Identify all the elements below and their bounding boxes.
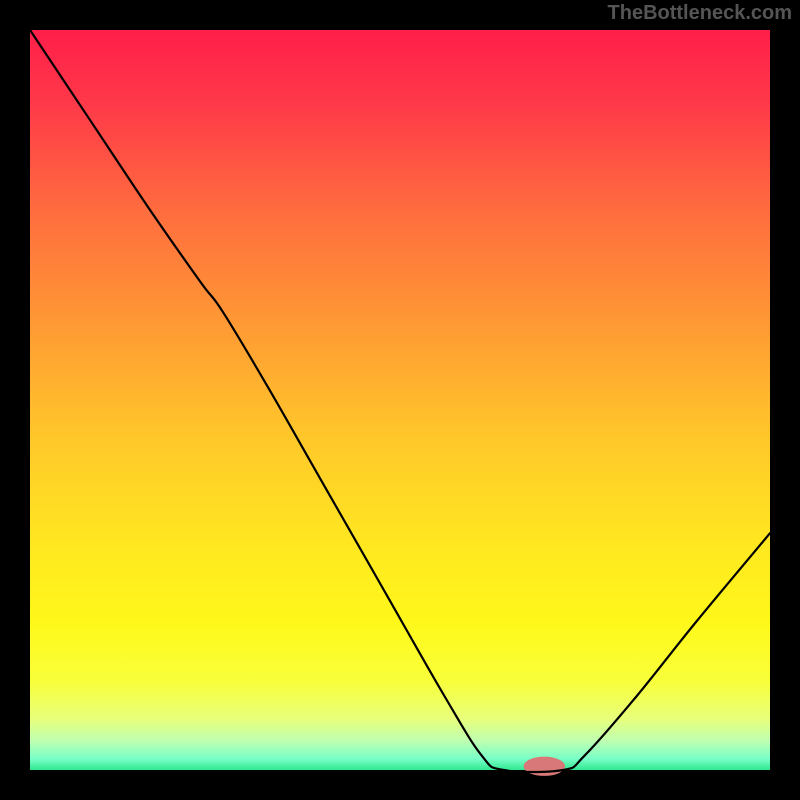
chart-container: TheBottleneck.com [0,0,800,800]
attribution-label: TheBottleneck.com [608,2,792,25]
plot-area [30,30,770,770]
bottleneck-chart [0,0,800,800]
